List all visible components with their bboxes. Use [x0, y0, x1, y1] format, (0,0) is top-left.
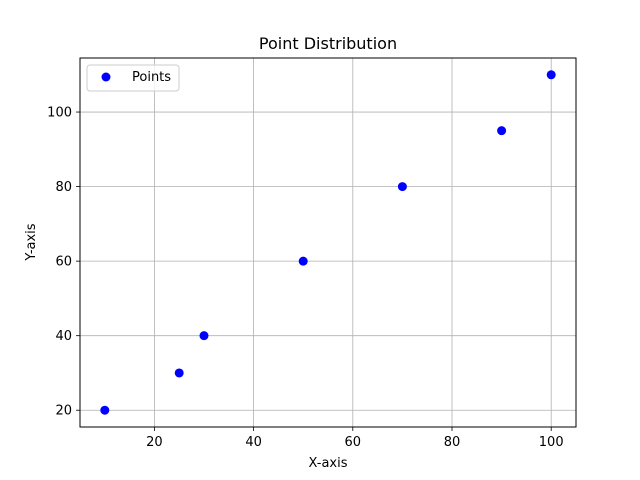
- x-tick-label: 40: [245, 435, 262, 450]
- y-axis-label: Y-axis: [24, 223, 39, 261]
- y-tick-label: 60: [55, 255, 72, 270]
- data-point: [298, 256, 308, 266]
- data-point: [546, 70, 556, 80]
- data-points: [100, 70, 556, 415]
- data-point: [397, 182, 407, 192]
- grid: [80, 58, 576, 427]
- legend-marker: [101, 72, 111, 82]
- data-point: [199, 331, 209, 341]
- y-tick-label: 80: [55, 180, 72, 195]
- legend-box: [86, 64, 180, 92]
- data-point: [174, 368, 184, 378]
- x-axis-label: X-axis: [309, 456, 348, 471]
- axis-ticks: 20 40 60 80 100 20 40 60 80 100: [47, 106, 563, 450]
- data-point: [100, 405, 110, 415]
- x-tick-label: 20: [146, 435, 163, 450]
- y-tick-label: 40: [55, 329, 72, 344]
- x-tick-label: 100: [539, 435, 564, 450]
- x-tick-label: 60: [345, 435, 362, 450]
- y-tick-label: 100: [47, 106, 72, 121]
- x-tick-label: 80: [444, 435, 461, 450]
- chart-title: Point Distribution: [259, 34, 397, 53]
- legend: Points: [86, 64, 180, 92]
- data-point: [497, 126, 507, 136]
- plot-area-frame: [79, 57, 577, 428]
- y-tick-label: 20: [55, 404, 72, 419]
- legend-label: Points: [132, 70, 171, 85]
